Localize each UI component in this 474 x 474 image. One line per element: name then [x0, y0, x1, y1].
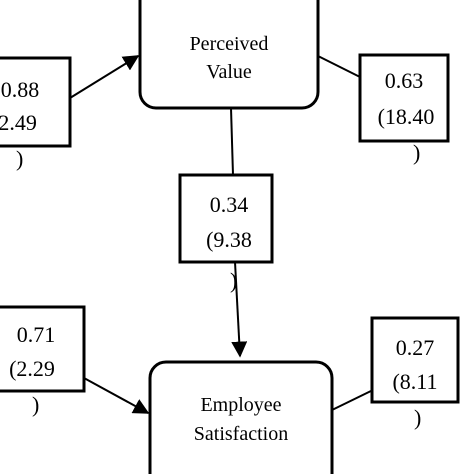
node-label: Perceived	[190, 33, 269, 55]
coefficient: 0.34	[210, 192, 249, 217]
edge	[317, 55, 363, 79]
t-value: (8.11	[392, 369, 437, 394]
node-box	[148, 360, 334, 474]
t-close: )	[16, 146, 23, 171]
t-close: )	[413, 140, 420, 165]
edge	[231, 261, 248, 358]
label-box	[358, 53, 450, 143]
t-close: )	[230, 268, 237, 293]
coefficient: 0.63	[385, 68, 424, 93]
label-box	[178, 173, 274, 264]
t-value: (18.40	[378, 104, 435, 129]
node-label: Value	[206, 61, 252, 83]
t-value: (9.38	[206, 227, 252, 252]
node-label: Employee	[200, 394, 281, 416]
edge	[83, 377, 150, 414]
label-box	[370, 316, 460, 404]
edge	[69, 55, 140, 99]
t-value: (2.29	[9, 356, 55, 381]
t-value: (2.49	[0, 110, 37, 135]
node-box	[138, 0, 320, 110]
label-box	[0, 305, 86, 393]
coefficient: 0.27	[396, 335, 435, 360]
t-close: )	[414, 405, 421, 430]
edge	[331, 389, 374, 411]
edge	[230, 107, 234, 176]
t-close: )	[32, 392, 39, 417]
coefficient: 0.88	[1, 77, 40, 102]
label-box	[0, 56, 72, 148]
node-label: Satisfaction	[194, 423, 288, 445]
coefficient: 0.71	[17, 322, 56, 347]
